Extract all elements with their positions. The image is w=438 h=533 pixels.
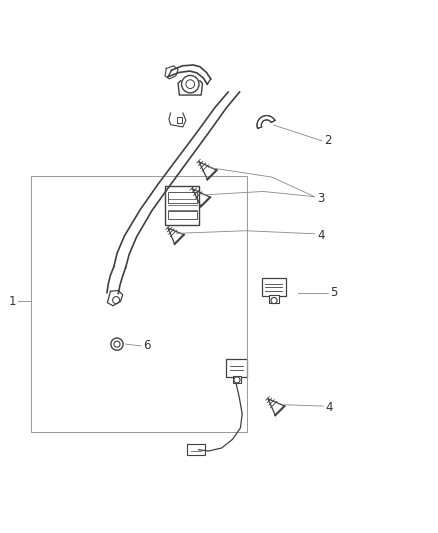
Text: 6: 6 [143, 340, 150, 352]
Text: 2: 2 [323, 134, 331, 147]
Circle shape [111, 338, 123, 350]
Text: 5: 5 [329, 286, 337, 299]
Text: 4: 4 [316, 229, 324, 241]
Bar [31, 176, 247, 432]
Text: 1: 1 [8, 295, 16, 308]
Bar [226, 359, 247, 377]
Circle shape [114, 341, 120, 347]
Bar [177, 117, 182, 123]
Bar [165, 186, 199, 224]
Circle shape [113, 296, 119, 304]
Text: 3: 3 [316, 191, 324, 205]
Bar [232, 376, 241, 383]
Polygon shape [256, 116, 274, 128]
Bar [261, 278, 285, 296]
Circle shape [233, 377, 240, 383]
Bar [168, 192, 196, 203]
Circle shape [185, 80, 194, 88]
Circle shape [270, 297, 276, 304]
Bar [187, 445, 204, 455]
Bar [168, 211, 196, 220]
Text: 4: 4 [325, 401, 332, 414]
Circle shape [181, 76, 198, 93]
Bar [268, 295, 279, 303]
